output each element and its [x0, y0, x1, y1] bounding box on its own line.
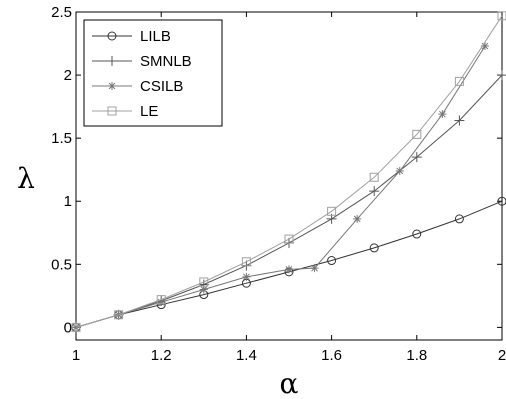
y-tick-label: 1.5	[51, 130, 72, 147]
legend-marker	[107, 56, 117, 66]
data-point	[327, 206, 337, 216]
data-point	[241, 257, 251, 267]
data-point	[199, 277, 209, 287]
x-tick-label: 2	[498, 347, 506, 364]
data-point	[199, 285, 208, 294]
axis-ticks: 1 1.2 1.4 1.6 1.8 2 0 0.5 1 1.5 2 2.5	[51, 4, 506, 364]
data-point	[395, 166, 404, 175]
legend-entry-smnlb: SMNLB	[92, 53, 192, 70]
data-point	[327, 256, 337, 266]
data-point	[285, 265, 293, 274]
data-point	[71, 322, 81, 332]
data-point	[497, 11, 506, 21]
data-point	[438, 110, 447, 119]
x-tick-label: 1.8	[406, 347, 427, 364]
data-point	[497, 70, 506, 81]
legend-entry-csilb: CSILB	[92, 78, 183, 95]
data-point	[454, 76, 464, 86]
data-point	[411, 152, 422, 163]
legend-box	[83, 19, 223, 127]
data-point	[369, 186, 380, 197]
data-point	[454, 115, 465, 126]
data-point	[369, 243, 379, 253]
legend-entry-le: LE	[92, 103, 158, 120]
data-point	[454, 214, 464, 224]
y-axis-label: λ	[17, 162, 35, 195]
data-point	[156, 295, 166, 305]
data-point	[497, 196, 506, 206]
y-tick-label: 0	[64, 319, 72, 336]
legend-label: LILB	[140, 28, 171, 45]
legend-marker	[108, 82, 116, 90]
data-point	[353, 214, 362, 223]
x-tick-label: 1.2	[151, 347, 172, 364]
y-tick-label: 2	[64, 67, 72, 84]
series-layer	[71, 11, 506, 333]
data-point	[242, 272, 251, 281]
data-point	[284, 234, 294, 244]
legend-label: LE	[140, 103, 158, 120]
y-tick-label: 0.5	[51, 256, 72, 273]
x-tick-label: 1.4	[236, 347, 257, 364]
legend-label: SMNLB	[140, 53, 192, 70]
legend-label: CSILB	[140, 78, 183, 95]
data-point	[412, 229, 422, 239]
series-line	[75, 15, 503, 328]
data-point	[157, 298, 166, 307]
data-point	[412, 129, 422, 139]
legend-marker	[107, 106, 117, 116]
legend-entry-lilb: LILB	[92, 28, 171, 45]
y-tick-label: 2.5	[51, 4, 72, 21]
series-le	[71, 11, 506, 332]
legend: LILB SMNLB CSILB LE	[83, 19, 223, 127]
x-axis-label: α	[280, 367, 299, 399]
x-tick-label: 1.6	[321, 347, 342, 364]
data-point	[480, 42, 489, 51]
data-point	[310, 264, 319, 273]
data-point	[369, 172, 379, 182]
data-point	[114, 310, 124, 320]
y-tick-label: 1	[64, 193, 72, 210]
x-tick-label: 1	[72, 347, 80, 364]
legend-marker	[107, 31, 117, 41]
